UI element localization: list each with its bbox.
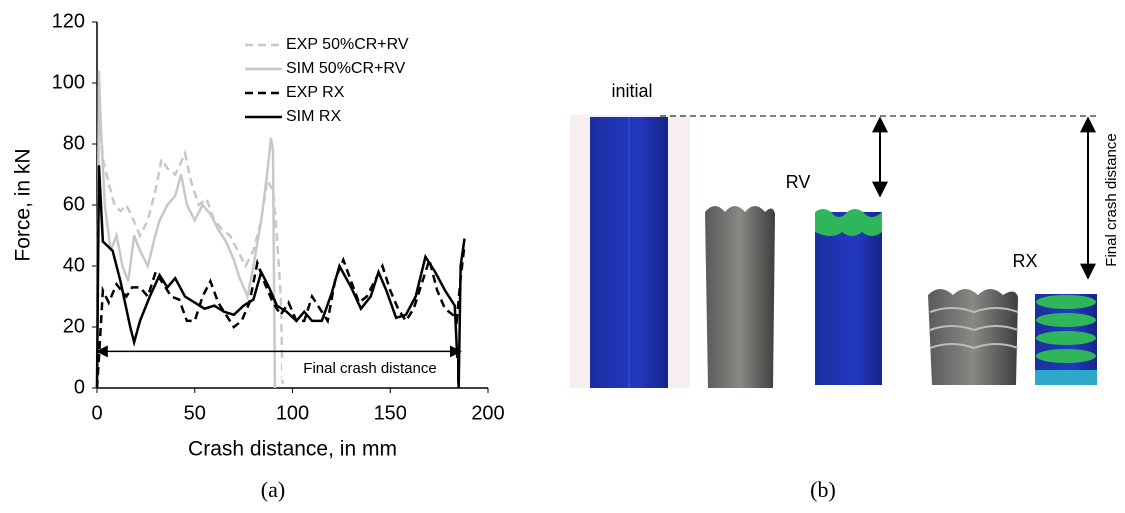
x-tick-label: 0 bbox=[91, 402, 102, 424]
rx-base bbox=[1035, 370, 1097, 385]
y-tick-label: 40 bbox=[63, 254, 85, 276]
y-tick-label: 120 bbox=[52, 10, 85, 32]
label-initial: initial bbox=[611, 81, 652, 101]
x-tick-label: 100 bbox=[276, 402, 309, 424]
x-tick-label: 200 bbox=[471, 402, 504, 424]
rv-specimen bbox=[705, 206, 775, 388]
caption: (b) bbox=[810, 477, 836, 502]
series-line bbox=[95, 165, 466, 389]
y-axis-label: Force, in kN bbox=[12, 148, 35, 261]
annotation-text: Final crash distance bbox=[303, 360, 436, 377]
series-line bbox=[95, 244, 466, 389]
legend-label: EXP RX bbox=[286, 84, 345, 101]
y-tick-label: 0 bbox=[74, 376, 85, 398]
x-axis-label: Crash distance, in mm bbox=[188, 438, 397, 461]
y-tick-label: 20 bbox=[63, 315, 85, 337]
rx-specimen bbox=[928, 289, 1018, 385]
y-tick-label: 100 bbox=[52, 71, 85, 93]
series-line bbox=[95, 70, 277, 389]
series-line bbox=[95, 98, 284, 389]
rx-folds-steel bbox=[929, 307, 1019, 350]
x-tick-label: 50 bbox=[184, 402, 206, 424]
rv-folds bbox=[815, 209, 882, 236]
x-tick-label: 150 bbox=[374, 402, 407, 424]
legend-label: SIM 50%CR+RV bbox=[286, 60, 406, 77]
legend-label: SIM RX bbox=[286, 108, 341, 125]
line-chart: 0 20 40 60 80 100 120 0 50 100 150 200 Crash distanc… bbox=[12, 10, 505, 460]
y-tick-label: 60 bbox=[63, 193, 85, 215]
rv-simulation bbox=[815, 212, 882, 385]
rx-folds bbox=[1036, 295, 1096, 363]
panel-b: initial RV RX Final crash distance (b) bbox=[570, 81, 1120, 502]
annotation-box bbox=[282, 358, 457, 380]
y-tick-label: 80 bbox=[63, 132, 85, 154]
label-rx: RX bbox=[1012, 251, 1037, 271]
label-rv: RV bbox=[786, 172, 811, 192]
label-distance: Final crash distance bbox=[1103, 133, 1120, 266]
legend-label: EXP 50%CR+RV bbox=[286, 36, 409, 53]
caption: (a) bbox=[261, 477, 285, 502]
